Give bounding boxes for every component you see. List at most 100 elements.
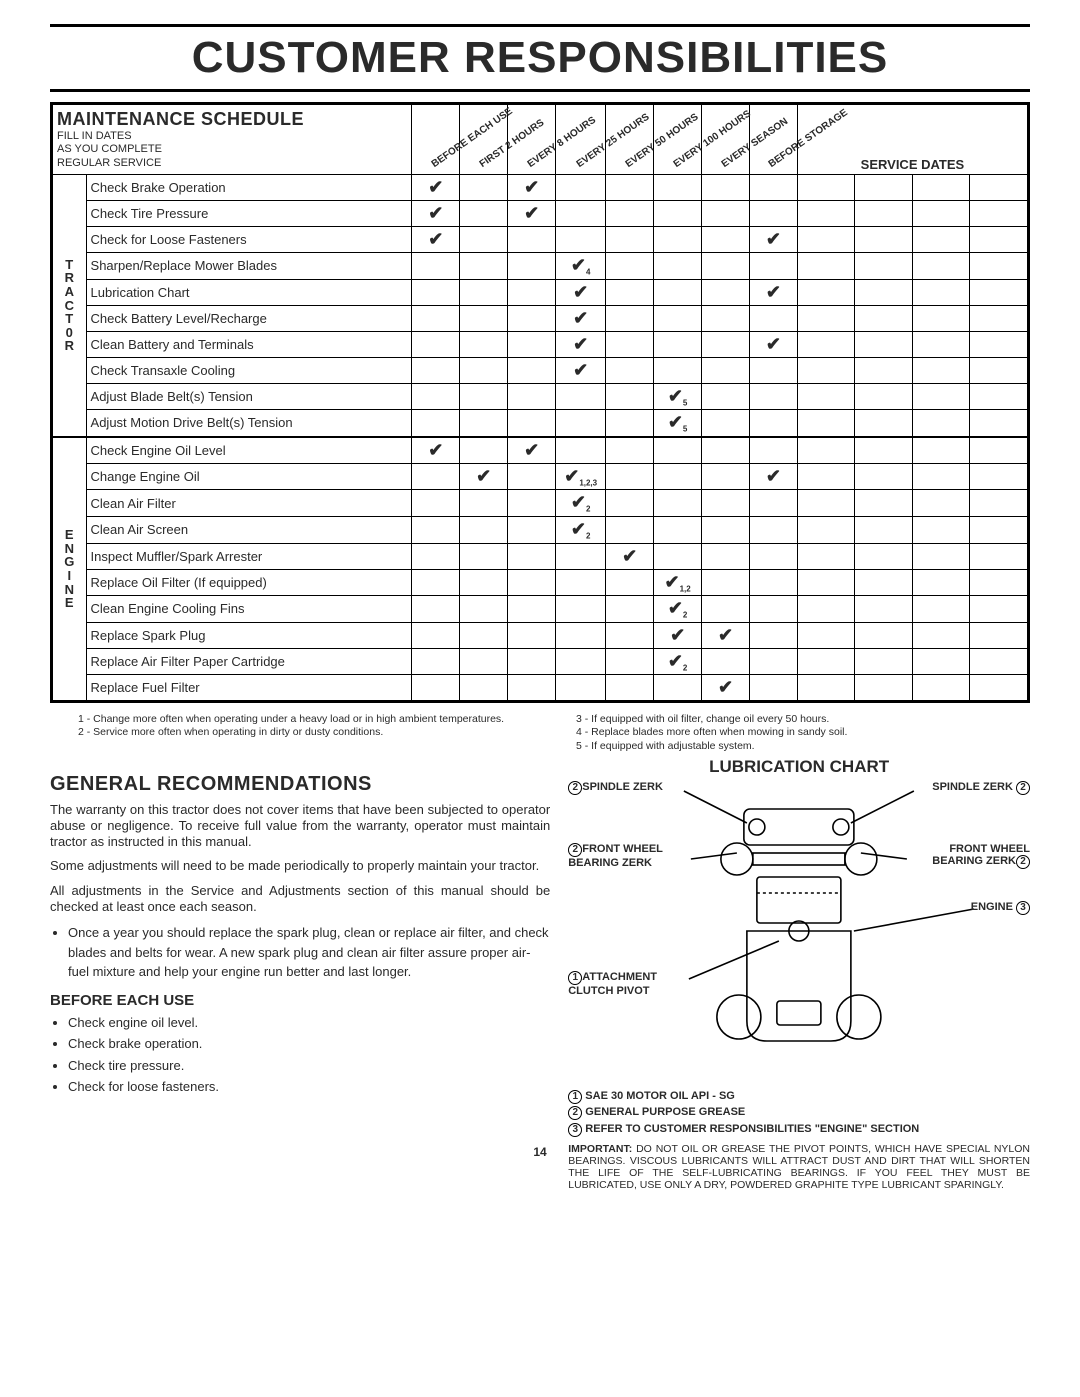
service-date-cell[interactable] <box>855 227 913 253</box>
service-date-cell[interactable] <box>912 648 970 675</box>
legend-item: REFER TO CUSTOMER RESPONSIBILITIES "ENGI… <box>585 1123 919 1135</box>
footnotes: 1 - Change more often when operating und… <box>50 709 1030 756</box>
service-date-cell[interactable] <box>970 253 1028 280</box>
service-date-cell[interactable] <box>970 622 1028 648</box>
service-date-cell[interactable] <box>912 675 970 701</box>
service-date-cell[interactable] <box>912 279 970 305</box>
service-date-cell[interactable] <box>912 201 970 227</box>
service-date-cell[interactable] <box>912 543 970 569</box>
service-date-cell[interactable] <box>912 253 970 280</box>
check-cell <box>508 227 556 253</box>
service-date-cell[interactable] <box>970 331 1028 357</box>
service-date-cell[interactable] <box>855 516 913 543</box>
service-date-cell[interactable] <box>912 516 970 543</box>
service-date-cell[interactable] <box>855 463 913 490</box>
service-date-cell[interactable] <box>797 516 855 543</box>
service-date-cell[interactable] <box>797 331 855 357</box>
service-date-cell[interactable] <box>970 596 1028 623</box>
important-text: DO NOT OIL OR GREASE THE PIVOT POINTS, W… <box>568 1143 1030 1191</box>
service-date-cell[interactable] <box>912 622 970 648</box>
service-date-cell[interactable] <box>797 279 855 305</box>
service-date-cell[interactable] <box>855 596 913 623</box>
check-cell: ✔1,2 <box>654 569 702 596</box>
service-date-cell[interactable] <box>797 201 855 227</box>
service-date-cell[interactable] <box>912 305 970 331</box>
service-date-cell[interactable] <box>855 543 913 569</box>
service-date-cell[interactable] <box>855 648 913 675</box>
schedule-title: MAINTENANCE SCHEDULE <box>57 109 407 130</box>
service-date-cell[interactable] <box>912 463 970 490</box>
check-cell: ✔ <box>412 201 460 227</box>
service-date-cell[interactable] <box>970 516 1028 543</box>
service-date-cell[interactable] <box>855 305 913 331</box>
service-date-cell[interactable] <box>797 543 855 569</box>
service-date-cell[interactable] <box>970 410 1028 437</box>
service-date-cell[interactable] <box>797 357 855 383</box>
service-date-cell[interactable] <box>855 490 913 517</box>
service-date-cell[interactable] <box>797 622 855 648</box>
service-date-cell[interactable] <box>970 201 1028 227</box>
service-date-cell[interactable] <box>912 596 970 623</box>
check-cell <box>606 201 654 227</box>
num-circle-icon: 3 <box>1016 901 1030 915</box>
service-date-cell[interactable] <box>912 331 970 357</box>
service-date-cell[interactable] <box>797 569 855 596</box>
before-item: Check for loose fasteners. <box>68 1077 550 1097</box>
check-cell <box>702 201 750 227</box>
check-cell <box>460 305 508 331</box>
service-date-cell[interactable] <box>970 279 1028 305</box>
service-date-cell[interactable] <box>912 569 970 596</box>
label-spindle-right: SPINDLE ZERK <box>932 781 1013 793</box>
check-cell <box>460 253 508 280</box>
service-date-cell[interactable] <box>912 383 970 410</box>
service-date-cell[interactable] <box>855 569 913 596</box>
service-date-cell[interactable] <box>855 383 913 410</box>
num-circle-icon: 2 <box>568 843 582 857</box>
service-date-cell[interactable] <box>970 543 1028 569</box>
check-cell: ✔5 <box>654 383 702 410</box>
service-date-cell[interactable] <box>970 675 1028 701</box>
service-date-cell[interactable] <box>855 622 913 648</box>
service-date-cell[interactable] <box>912 175 970 201</box>
service-date-cell[interactable] <box>797 410 855 437</box>
service-date-cell[interactable] <box>970 383 1028 410</box>
service-date-cell[interactable] <box>855 201 913 227</box>
service-date-cell[interactable] <box>855 437 913 464</box>
service-date-cell[interactable] <box>855 357 913 383</box>
service-date-cell[interactable] <box>797 675 855 701</box>
service-date-cell[interactable] <box>912 437 970 464</box>
task-cell: Check Battery Level/Recharge <box>86 305 412 331</box>
service-date-cell[interactable] <box>970 175 1028 201</box>
service-date-cell[interactable] <box>797 648 855 675</box>
service-date-cell[interactable] <box>797 437 855 464</box>
service-date-cell[interactable] <box>797 596 855 623</box>
service-date-cell[interactable] <box>970 227 1028 253</box>
service-date-cell[interactable] <box>855 331 913 357</box>
service-date-cell[interactable] <box>912 490 970 517</box>
service-date-cell[interactable] <box>970 648 1028 675</box>
service-date-cell[interactable] <box>855 175 913 201</box>
check-cell <box>702 175 750 201</box>
service-date-cell[interactable] <box>970 463 1028 490</box>
service-date-cell[interactable] <box>797 253 855 280</box>
service-date-cell[interactable] <box>855 410 913 437</box>
service-date-cell[interactable] <box>855 279 913 305</box>
service-date-cell[interactable] <box>970 305 1028 331</box>
service-date-cell[interactable] <box>797 305 855 331</box>
service-date-cell[interactable] <box>912 227 970 253</box>
service-date-cell[interactable] <box>797 383 855 410</box>
service-date-cell[interactable] <box>970 569 1028 596</box>
service-date-cell[interactable] <box>970 490 1028 517</box>
service-date-cell[interactable] <box>970 357 1028 383</box>
service-date-cell[interactable] <box>797 463 855 490</box>
service-date-cell[interactable] <box>970 437 1028 464</box>
service-date-cell[interactable] <box>797 227 855 253</box>
service-date-cell[interactable] <box>912 410 970 437</box>
service-date-cell[interactable] <box>855 253 913 280</box>
service-date-cell[interactable] <box>797 175 855 201</box>
service-date-cell[interactable] <box>855 675 913 701</box>
service-date-cell[interactable] <box>797 490 855 517</box>
num-circle-icon: 1 <box>568 971 582 985</box>
before-each-use-list: Check engine oil level.Check brake opera… <box>68 1013 550 1097</box>
service-date-cell[interactable] <box>912 357 970 383</box>
